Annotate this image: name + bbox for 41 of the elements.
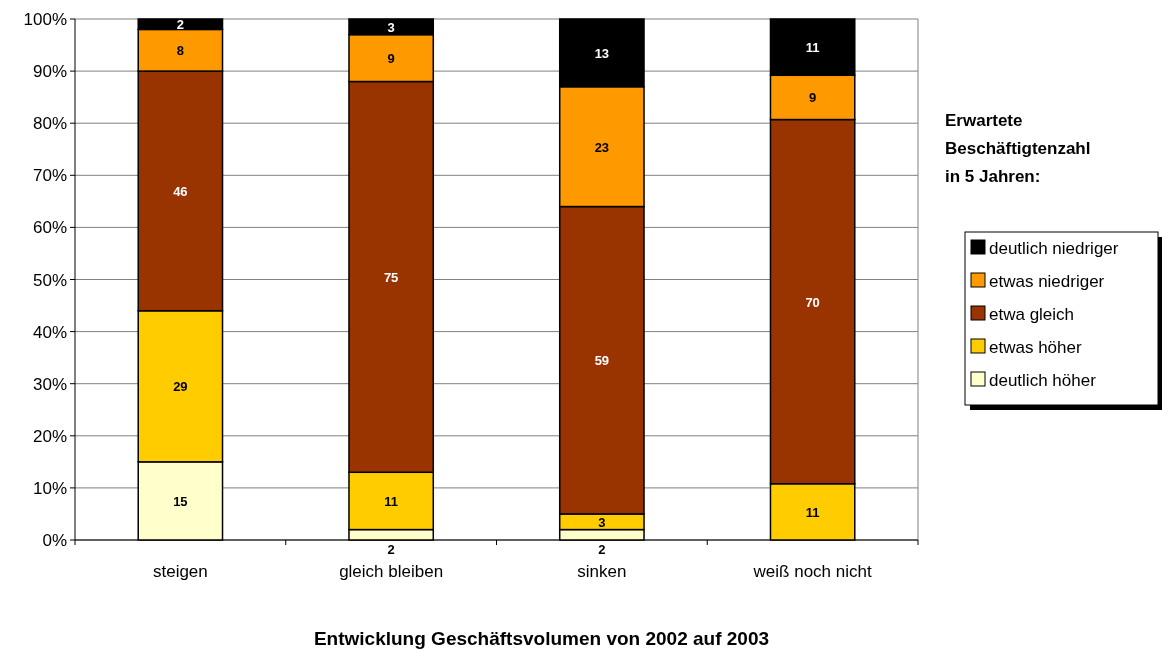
data-label: 3 bbox=[387, 19, 395, 35]
y-tick-label: 30% bbox=[32, 374, 67, 394]
x-tick-label: sinken bbox=[577, 562, 627, 581]
data-label: 70 bbox=[805, 294, 820, 310]
legend-label: deutlich niedriger bbox=[989, 239, 1119, 258]
data-label: 15 bbox=[173, 493, 188, 509]
data-label: 8 bbox=[176, 43, 184, 59]
data-label: 2 bbox=[387, 542, 395, 557]
y-tick-label: 90% bbox=[32, 62, 67, 82]
data-label: 3 bbox=[598, 514, 606, 530]
legend-label: etwas höher bbox=[989, 338, 1082, 357]
data-label: 46 bbox=[173, 183, 188, 199]
data-label: 9 bbox=[387, 51, 395, 67]
y-tick-label: 100% bbox=[23, 10, 67, 29]
y-tick-label: 40% bbox=[32, 322, 67, 342]
data-label: 11 bbox=[384, 493, 398, 509]
legend-label: etwas niedriger bbox=[989, 272, 1105, 291]
data-label: 13 bbox=[594, 45, 610, 61]
y-tick-label: 0% bbox=[42, 531, 67, 550]
y-tick-label: 70% bbox=[32, 166, 67, 186]
x-tick-label: weiß noch nicht bbox=[752, 562, 872, 581]
x-axis-title: Entwicklung Geschäftsvolumen von 2002 auf 2003 bbox=[313, 628, 770, 649]
data-label: 29 bbox=[173, 379, 188, 395]
data-label: 75 bbox=[383, 269, 399, 285]
data-label: 23 bbox=[594, 139, 610, 155]
x-tick-label: gleich bleiben bbox=[339, 562, 444, 581]
data-label: 2 bbox=[598, 542, 606, 557]
y-tick-label: 50% bbox=[32, 270, 67, 290]
data-label: 11 bbox=[805, 504, 820, 520]
x-tick-label: steigen bbox=[152, 562, 208, 581]
data-label: 59 bbox=[594, 353, 610, 369]
y-tick-label: 80% bbox=[32, 114, 67, 134]
legend-label: deutlich höher bbox=[989, 371, 1097, 390]
y-tick-label: 20% bbox=[32, 426, 67, 446]
data-label: 2 bbox=[176, 17, 184, 33]
legend-label: etwa gleich bbox=[989, 305, 1075, 324]
data-label: 9 bbox=[809, 90, 817, 106]
data-label: 11 bbox=[805, 40, 820, 56]
legend-title: Erwartete Beschäftigtenzahl in 5 Jahren: bbox=[945, 111, 1091, 186]
y-tick-label: 60% bbox=[32, 218, 67, 238]
y-tick-label: 10% bbox=[32, 478, 67, 498]
